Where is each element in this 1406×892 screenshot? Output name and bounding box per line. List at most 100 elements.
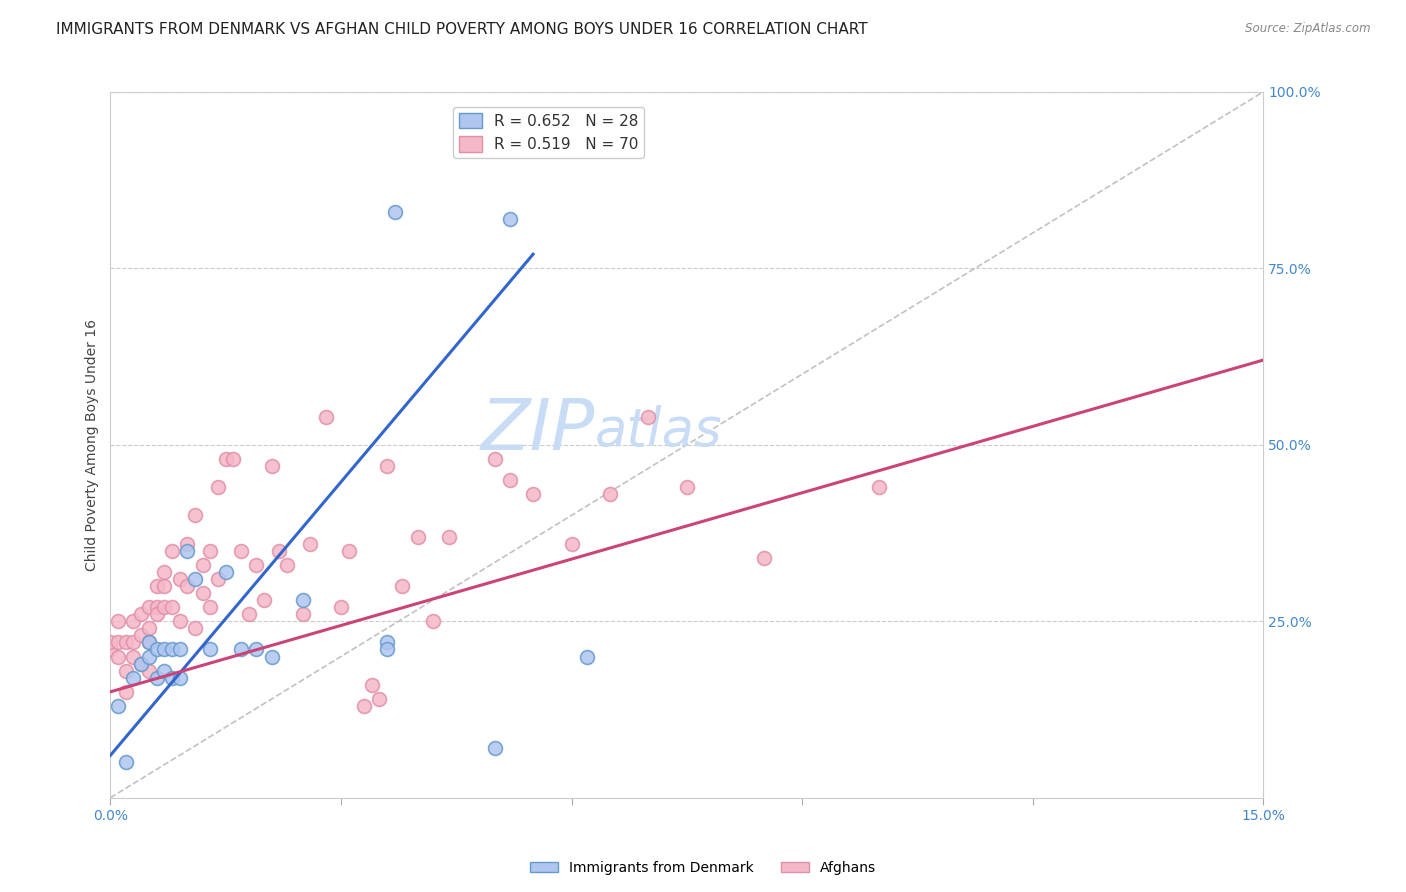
Point <box>191 558 214 572</box>
Point <box>437 529 460 543</box>
Point <box>153 579 176 593</box>
Point <box>375 642 398 657</box>
Point <box>138 635 160 649</box>
Point <box>215 451 238 466</box>
Point <box>160 543 183 558</box>
Point <box>575 649 598 664</box>
Point <box>160 600 183 615</box>
Point <box>868 480 890 494</box>
Point <box>122 671 145 685</box>
Point <box>114 685 136 699</box>
Point <box>368 691 391 706</box>
Point <box>599 487 621 501</box>
Point <box>100 642 122 657</box>
Point <box>375 635 398 649</box>
Point <box>499 473 522 487</box>
Point <box>145 607 167 622</box>
Point <box>215 565 238 579</box>
Point <box>145 600 167 615</box>
Point <box>114 664 136 678</box>
Point <box>200 642 222 657</box>
Point <box>315 409 337 424</box>
Point <box>107 698 129 713</box>
Point <box>406 529 429 543</box>
Point <box>191 586 214 600</box>
Point <box>560 536 582 550</box>
Point <box>176 579 198 593</box>
Point <box>153 565 176 579</box>
Point <box>752 550 775 565</box>
Point <box>153 600 176 615</box>
Point <box>169 642 191 657</box>
Text: IMMIGRANTS FROM DENMARK VS AFGHAN CHILD POVERTY AMONG BOYS UNDER 16 CORRELATION : IMMIGRANTS FROM DENMARK VS AFGHAN CHILD … <box>56 22 868 37</box>
Point <box>153 664 176 678</box>
Point <box>260 458 283 473</box>
Point <box>129 657 152 671</box>
Point <box>138 649 160 664</box>
Point <box>145 671 167 685</box>
Point <box>129 607 152 622</box>
Point <box>330 600 353 615</box>
Point <box>107 614 129 628</box>
Y-axis label: Child Poverty Among Boys Under 16: Child Poverty Among Boys Under 16 <box>86 318 100 571</box>
Point <box>222 451 245 466</box>
Point <box>160 642 183 657</box>
Point <box>184 572 207 586</box>
Text: atlas: atlas <box>595 405 723 457</box>
Point <box>138 621 160 635</box>
Point <box>138 664 160 678</box>
Point <box>384 204 406 219</box>
Point <box>391 579 413 593</box>
Point <box>675 480 697 494</box>
Point <box>337 543 360 558</box>
Point <box>153 642 176 657</box>
Point <box>360 678 382 692</box>
Point <box>145 642 167 657</box>
Point <box>169 572 191 586</box>
Point <box>276 558 298 572</box>
Point <box>299 536 322 550</box>
Point <box>122 635 145 649</box>
Point <box>107 649 129 664</box>
Point <box>637 409 659 424</box>
Legend: R = 0.652   N = 28, R = 0.519   N = 70: R = 0.652 N = 28, R = 0.519 N = 70 <box>453 106 644 159</box>
Point <box>129 657 152 671</box>
Point <box>114 756 136 770</box>
Point <box>353 698 375 713</box>
Point <box>122 649 145 664</box>
Point <box>176 543 198 558</box>
Point <box>269 543 291 558</box>
Point <box>245 558 267 572</box>
Text: Source: ZipAtlas.com: Source: ZipAtlas.com <box>1246 22 1371 36</box>
Point <box>129 628 152 642</box>
Point <box>499 211 522 226</box>
Text: ZIP: ZIP <box>481 396 595 465</box>
Point <box>169 614 191 628</box>
Point <box>122 614 145 628</box>
Point <box>138 635 160 649</box>
Point <box>229 642 252 657</box>
Point <box>422 614 444 628</box>
Point <box>184 621 207 635</box>
Point <box>375 458 398 473</box>
Point <box>245 642 267 657</box>
Point <box>107 635 129 649</box>
Point <box>160 671 183 685</box>
Point <box>260 649 283 664</box>
Point <box>253 593 276 607</box>
Point <box>484 451 506 466</box>
Point <box>100 635 122 649</box>
Point <box>176 536 198 550</box>
Point <box>169 671 191 685</box>
Point <box>145 579 167 593</box>
Point <box>184 508 207 523</box>
Point <box>522 487 544 501</box>
Point <box>207 480 229 494</box>
Point <box>238 607 260 622</box>
Legend: Immigrants from Denmark, Afghans: Immigrants from Denmark, Afghans <box>524 855 882 880</box>
Point <box>200 600 222 615</box>
Point <box>291 607 314 622</box>
Point <box>229 543 252 558</box>
Point <box>207 572 229 586</box>
Point <box>484 741 506 756</box>
